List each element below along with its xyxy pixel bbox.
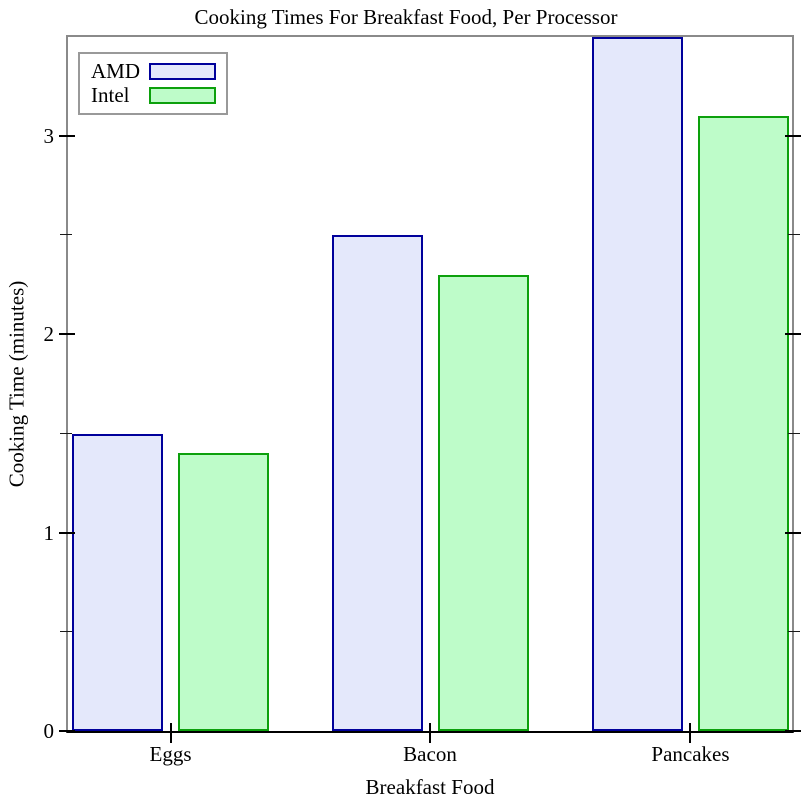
legend-item-intel: Intel	[91, 84, 216, 107]
y-tick-label-2: 2	[43, 322, 55, 347]
y-minor-tick-left-0.5	[60, 630, 72, 632]
chart-title: Cooking Times For Breakfast Food, Per Pr…	[194, 5, 618, 29]
x-tick-label-bacon: Bacon	[403, 742, 457, 766]
y-minor-tick-left-2.5	[60, 234, 72, 236]
x-tick-pancakes	[689, 723, 692, 743]
bar-intel-pancakes	[697, 116, 789, 731]
y-major-tick-left-1	[59, 531, 75, 534]
y-major-tick-right-2	[785, 333, 801, 336]
x-tick-eggs	[169, 723, 172, 743]
legend: AMD Intel	[78, 52, 228, 115]
y-major-tick-right-3	[785, 135, 801, 138]
bar-amd-pancakes	[591, 37, 683, 731]
legend-swatch-amd	[149, 62, 216, 80]
y-minor-tick-right-0.5	[788, 630, 800, 632]
x-tick-label-eggs: Eggs	[149, 742, 192, 766]
x-tick-bacon	[429, 723, 431, 743]
y-minor-tick-right-2.5	[788, 234, 800, 236]
plot-area: AMD Intel Eggs Bacon Pancakes 0 1 2 3	[44, 35, 801, 766]
y-tick-label-0: 0	[43, 719, 55, 743]
y-major-tick-left-2	[59, 333, 75, 336]
legend-swatch-intel	[149, 87, 216, 105]
x-tick-label-pancakes: Pancakes	[651, 742, 730, 766]
y-major-tick-left-3	[59, 135, 75, 138]
bar-intel-bacon	[437, 274, 529, 731]
y-tick-label-1: 1	[43, 520, 55, 545]
bar-amd-eggs	[72, 433, 164, 731]
y-major-tick-right-0	[785, 730, 801, 732]
y-tick-label-3: 3	[43, 124, 55, 149]
legend-item-amd: AMD	[91, 58, 216, 83]
legend-label-intel: Intel	[91, 83, 130, 108]
y-major-tick-right-1	[785, 531, 801, 534]
bar-amd-bacon	[331, 235, 423, 731]
y-minor-tick-left-1.5	[60, 432, 72, 434]
bar-intel-eggs	[178, 453, 270, 731]
y-major-tick-left-0	[59, 730, 75, 732]
legend-label-amd: AMD	[91, 58, 141, 83]
x-axis-title: Breakfast Food	[365, 775, 495, 799]
y-axis-title: Cooking Time (minutes)	[4, 280, 29, 488]
y-minor-tick-right-1.5	[788, 432, 800, 434]
